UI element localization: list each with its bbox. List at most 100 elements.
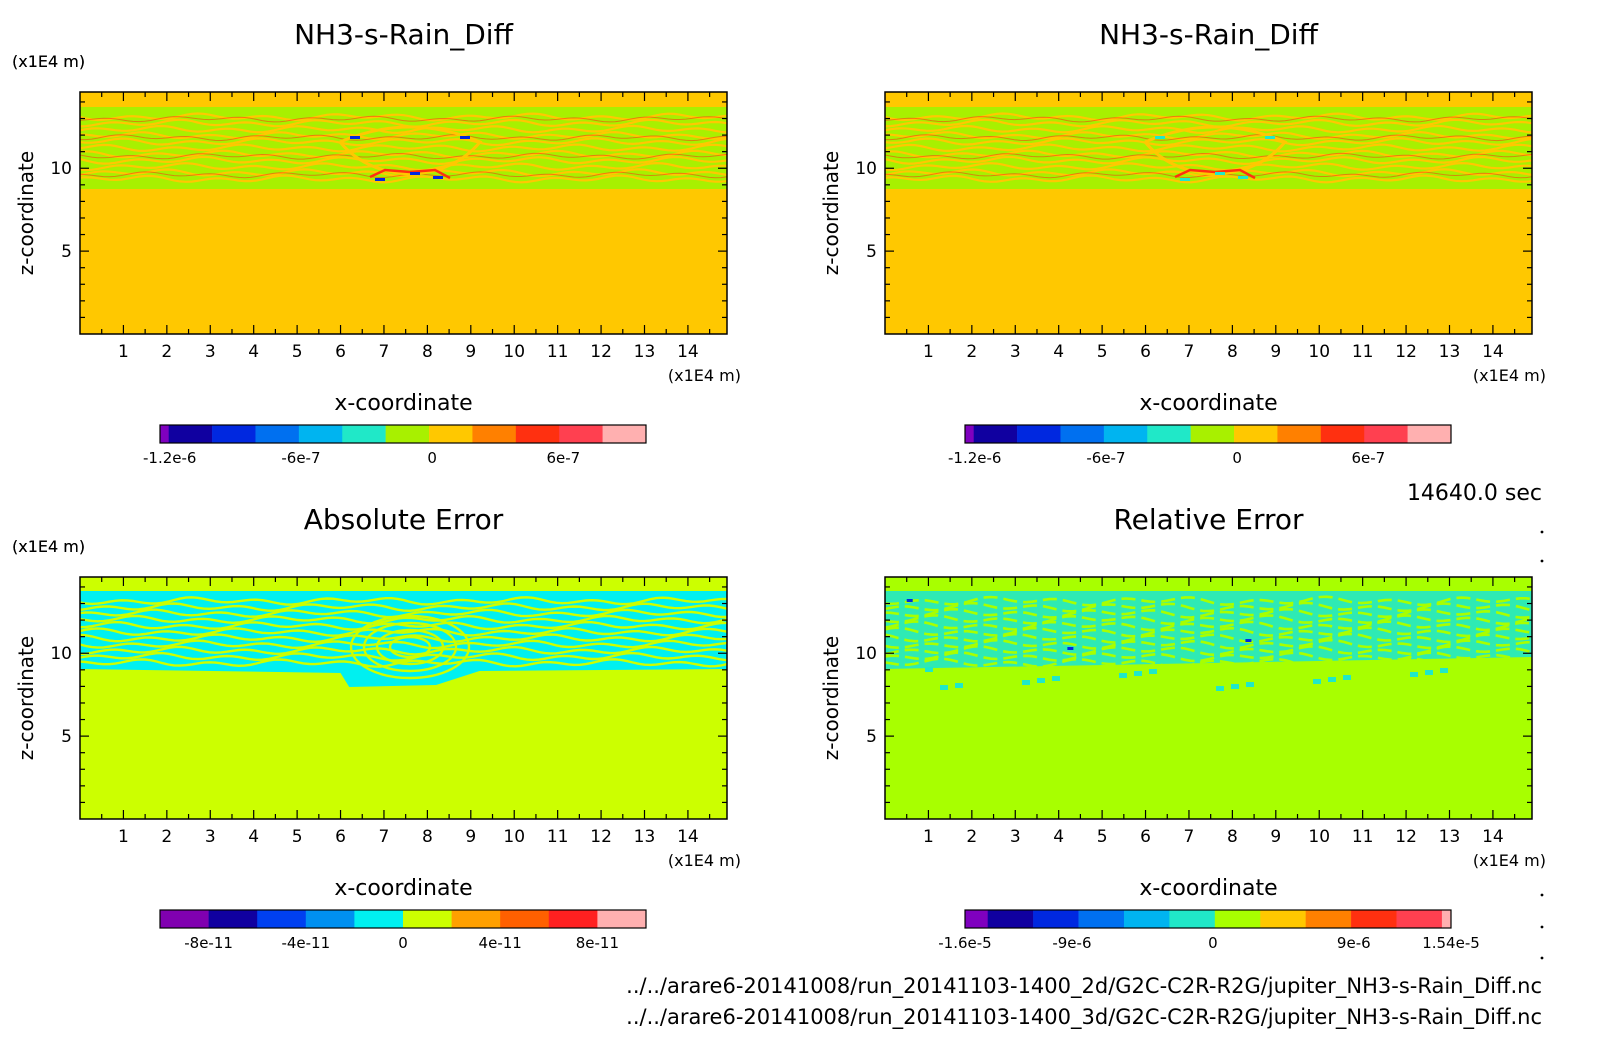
colorbar-swatch [1234,425,1278,443]
x-tick-label: 10 [1308,342,1330,362]
field-contour [885,112,1532,122]
field-spot [433,176,444,179]
colorbar-swatch [212,425,256,443]
colorbar-swatch [342,425,386,443]
x-tick-label: 5 [1097,827,1108,847]
y-axis-label: z-coordinate [14,151,38,275]
x-tick-label: 10 [1308,827,1330,847]
colorbar-swatch [298,425,343,443]
field-speck [1134,671,1142,676]
field-contour [885,638,1532,650]
field-contour [80,137,727,147]
field-spot [1245,639,1252,642]
field-contour [80,112,727,122]
field-contour [885,143,1532,153]
x-tick-label: 4 [1053,342,1064,362]
field-ring [375,628,445,666]
x-tick-label: 1 [118,827,129,847]
colorbar-swatch [965,425,974,443]
field-spot [1155,136,1166,139]
field-contour [80,639,727,650]
field-contour [80,645,727,656]
y-tick-label: 5 [61,727,72,747]
field-ring [349,614,471,680]
field-spot [1238,176,1249,179]
colorbar-swatch [255,425,300,443]
y-tick-label: 10 [855,159,877,179]
field-contour [80,626,727,637]
field-contour-red [885,115,1532,123]
colorbar-tick-label: -1.2e-6 [143,449,196,467]
field-contour [885,614,1532,626]
colorbar-tick-label: 6e-7 [547,449,581,467]
field-contour-red [80,115,727,123]
x-tick-label: 14 [677,342,699,362]
colorbar-swatch [168,425,213,443]
x-tick-label: 8 [422,342,433,362]
field-speck [1216,686,1224,691]
field-contour [885,130,1532,141]
colorbar-tick-label: -6e-7 [281,449,320,467]
plot-frame [884,576,1533,820]
field-spot [1180,178,1191,181]
x-tick-label: 9 [465,827,476,847]
colorbar-swatch [1320,425,1365,443]
colorbar-swatch [1214,910,1261,928]
field-cell-core [1174,168,1256,180]
panels-group: NH3-s-Rain_Diff(x1E4 m)(x1E4 m)1 2 3 4 5 6 7 8 9… [12,18,1546,952]
x-tick-label: 3 [1010,342,1021,362]
field-contour [885,124,1532,135]
plot-area [885,577,1532,819]
x-tick-label: 14 [1482,827,1504,847]
colorbar-swatch [987,910,1034,928]
y-tick-label: 10 [50,159,72,179]
x-tick-label: 10 [503,827,525,847]
colorbar-swatch [160,910,209,928]
x-tick-label: 12 [590,342,612,362]
x-tick-label: 2 [966,827,977,847]
margin-dot [1540,956,1544,960]
field-speck [1246,682,1254,687]
field-ring [362,621,458,673]
y-axis-label: z-coordinate [14,636,38,760]
plot-frame [79,576,728,820]
field-spot [1067,647,1074,650]
x-tick-label: 12 [1395,342,1417,362]
colorbar-tick-label: 8e-11 [576,934,619,952]
x-tick-label: 5 [292,827,303,847]
colorbar-tick-label: -8e-11 [184,934,233,952]
y-unit-label: (x1E4 m) [12,52,85,71]
field-contour [80,124,727,135]
x-tick-label: 3 [205,827,216,847]
field-cell-core [369,168,451,180]
field-contour [885,626,1532,638]
x-tick-label: 8 [422,827,433,847]
field-contour [80,620,727,631]
y-unit-label: (x1E4 m) [12,537,85,556]
field-speck [925,667,933,672]
field-contour-red [885,134,1532,142]
x-tick-label: 3 [1010,827,1021,847]
colorbar-swatch [965,910,989,928]
colorbar-swatch [1396,910,1443,928]
colorbar-swatch [1103,425,1148,443]
chart-title: Absolute Error [304,503,504,536]
field-speck [1231,684,1239,689]
field-spot [410,172,421,175]
field-speck [1440,668,1448,673]
margin-dot [1540,925,1544,929]
field-spot [350,136,361,139]
field-contour [80,596,727,606]
colorbar-swatch [160,425,169,443]
field-speck [1052,676,1060,681]
field-contour [80,161,727,172]
field-speck [1149,669,1157,674]
colorbar-swatch [451,910,501,928]
x-tick-label: 12 [590,827,612,847]
colorbar-tick-label: 0 [398,934,408,952]
field-cell-outline [1143,125,1288,176]
field-contour [80,614,727,625]
colorbar-tick-label: -9e-6 [1052,934,1091,952]
field-speck [1328,677,1336,682]
